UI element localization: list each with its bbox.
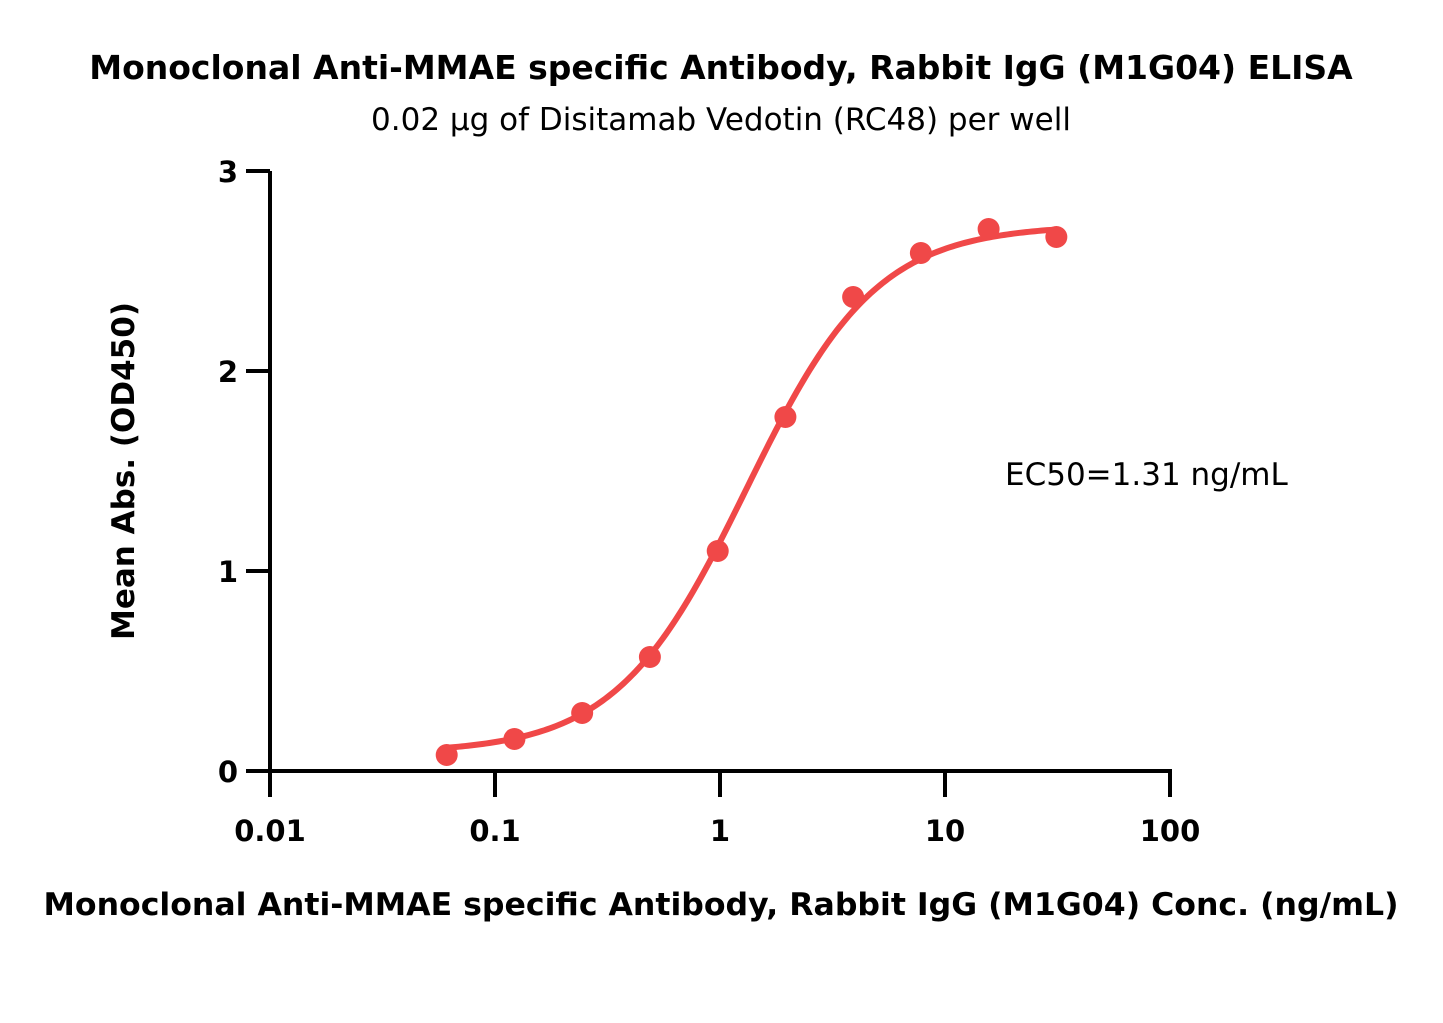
chart-subtitle: 0.02 µg of Disitamab Vedotin (RC48) per … (371, 102, 1071, 138)
data-point (638, 646, 661, 668)
data-point (909, 242, 932, 264)
data-point (706, 540, 729, 562)
x-tick-label: 100 (1140, 814, 1201, 848)
ec50-annotation: EC50=1.31 ng/mL (1005, 457, 1288, 493)
data-point (571, 702, 594, 724)
y-tick-label: 2 (218, 355, 238, 389)
y-tick-label: 3 (218, 155, 238, 189)
data-point (1045, 226, 1068, 248)
y-tick-label: 0 (218, 755, 238, 789)
x-tick-label: 0.01 (234, 814, 306, 848)
x-tick-label: 10 (925, 814, 965, 848)
x-ticks: 0.01 0.1 1 10 100 (234, 771, 1200, 848)
data-point (842, 286, 865, 308)
data-point (774, 406, 797, 428)
y-axis-label: Mean Abs. (OD450) (106, 302, 142, 640)
data-point (977, 218, 1000, 240)
data-point (503, 728, 526, 750)
fit-curve (443, 226, 1060, 751)
plot-area (435, 218, 1068, 766)
data-points (435, 218, 1068, 766)
chart-title: Monoclonal Anti-MMAE specific Antibody, … (89, 48, 1353, 87)
y-ticks: 0 1 2 3 (218, 155, 270, 789)
y-tick-label: 1 (218, 555, 238, 589)
x-tick-label: 0.1 (469, 814, 520, 848)
x-axis-label: Monoclonal Anti-MMAE specific Antibody, … (44, 887, 1399, 923)
data-point (435, 744, 458, 766)
x-tick-label: 1 (710, 814, 730, 848)
